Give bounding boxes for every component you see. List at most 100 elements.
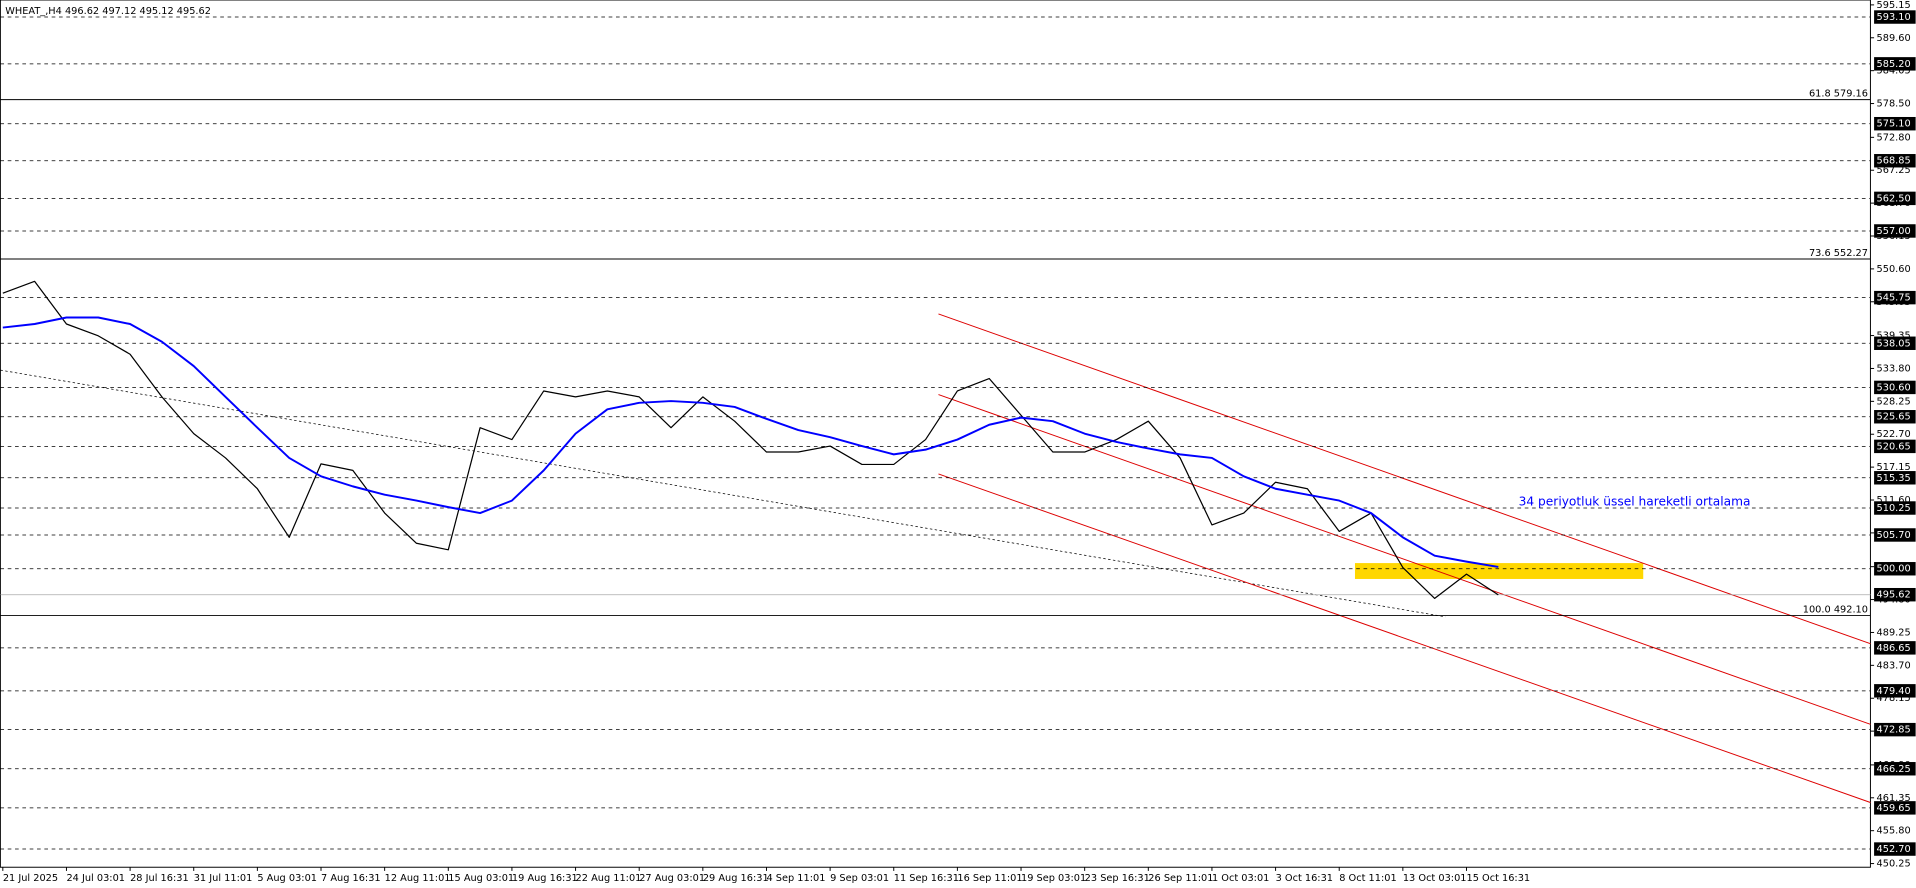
x-tick-label: 1 Oct 03:01	[1212, 873, 1269, 884]
level-label: 525.65	[1877, 412, 1911, 423]
level-label: 530.60	[1877, 382, 1911, 393]
level-label-box	[1874, 10, 1916, 24]
level-label: 459.65	[1877, 803, 1911, 814]
level-label-box	[1874, 336, 1916, 350]
current-price-label: 495.62	[1877, 590, 1911, 601]
level-label: 562.50	[1877, 193, 1911, 204]
x-tick-label: 4 Sep 11:01	[766, 873, 825, 884]
level-label: 520.65	[1877, 441, 1911, 452]
level-label: 593.10	[1877, 12, 1911, 23]
level-label-box	[1874, 471, 1916, 485]
level-label: 545.75	[1877, 293, 1911, 304]
level-label: 466.25	[1877, 764, 1911, 775]
y-tick-label: 522.70	[1877, 429, 1911, 440]
price-line	[2, 280, 1499, 599]
level-label-box	[1874, 501, 1916, 515]
x-tick-label: 15 Aug 03:01	[448, 873, 514, 884]
level-label: 515.35	[1877, 473, 1911, 484]
level-label: 452.70	[1877, 844, 1911, 855]
channel-upper	[938, 313, 1871, 645]
level-label: 575.10	[1877, 119, 1911, 130]
x-tick-label: 19 Sep 03:01	[1021, 873, 1086, 884]
y-tick-label: 578.50	[1877, 99, 1911, 110]
x-tick-label: 19 Aug 16:31	[512, 873, 578, 884]
level-label: 500.00	[1877, 564, 1911, 575]
y-tick-label: 478.15	[1877, 693, 1911, 704]
level-label-box	[1874, 116, 1916, 131]
x-tick-label: 24 Jul 03:01	[66, 873, 125, 884]
current-price-box	[1874, 587, 1916, 602]
level-label-box	[1874, 439, 1916, 454]
level-label-box	[1874, 562, 1916, 576]
level-label: 486.65	[1877, 643, 1911, 654]
y-tick-label: 511.60	[1877, 495, 1911, 506]
y-tick-label: 550.60	[1877, 264, 1911, 275]
y-tick-label: 517.15	[1877, 462, 1911, 473]
x-tick-label: 26 Sep 11:01	[1148, 873, 1213, 884]
level-label-box	[1874, 380, 1916, 395]
level-label-box	[1874, 762, 1916, 776]
y-tick-label: 455.80	[1877, 826, 1911, 837]
ema-line	[2, 316, 1499, 568]
highlight-zone	[1354, 563, 1644, 579]
y-tick-label: 567.25	[1877, 165, 1911, 176]
level-label-box	[1874, 191, 1916, 206]
x-tick-label: 9 Sep 03:01	[830, 873, 889, 884]
y-tick-label: 528.25	[1877, 396, 1911, 407]
level-label-box	[1874, 684, 1916, 698]
level-label: 510.25	[1877, 503, 1911, 514]
level-label-box	[1874, 410, 1916, 424]
y-tick-label: 572.80	[1877, 132, 1911, 143]
x-tick-label: 29 Aug 16:31	[703, 873, 769, 884]
x-tick-label: 21 Jul 2025	[3, 873, 58, 884]
y-tick-label: 584.05	[1877, 66, 1911, 77]
x-tick-label: 12 Aug 11:01	[385, 873, 451, 884]
level-label-box	[1874, 722, 1916, 737]
x-tick-label: 23 Sep 16:31	[1085, 873, 1150, 884]
level-label: 538.05	[1877, 338, 1911, 349]
level-label-box	[1874, 154, 1916, 168]
x-tick-label: 27 Aug 03:01	[639, 873, 705, 884]
x-tick-label: 5 Aug 03:01	[257, 873, 317, 884]
fibo-label: 73.6 552.27	[1809, 248, 1868, 259]
x-tick-label: 16 Sep 11:01	[957, 873, 1022, 884]
x-tick-label: 8 Oct 11:01	[1339, 873, 1396, 884]
y-tick-label: 461.35	[1877, 793, 1911, 804]
channel-lower	[938, 473, 1871, 803]
y-tick-label: 450.25	[1877, 859, 1911, 870]
x-tick-label: 15 Oct 16:31	[1466, 873, 1530, 884]
x-tick-label: 31 Jul 11:01	[194, 873, 253, 884]
y-tick-label: 489.25	[1877, 627, 1911, 638]
level-label-box	[1874, 290, 1916, 305]
level-label: 557.00	[1877, 226, 1911, 237]
level-label-box	[1874, 801, 1916, 815]
level-label-box	[1874, 842, 1916, 856]
channel-middle	[938, 394, 1871, 725]
x-tick-label: 28 Jul 16:31	[130, 873, 189, 884]
chart-title: WHEAT_,H4 496.62 497.12 495.12 495.62	[5, 6, 211, 17]
level-label: 472.85	[1877, 725, 1911, 736]
level-label-box	[1874, 57, 1916, 71]
x-tick-label: 7 Aug 16:31	[321, 873, 381, 884]
ema-annotation: 34 periyotluk üssel hareketli ortalama	[1519, 495, 1751, 509]
x-tick-label: 11 Sep 16:31	[894, 873, 959, 884]
level-label: 479.40	[1877, 686, 1911, 697]
y-tick-label: 533.80	[1877, 363, 1911, 374]
plot-frame	[0, 0, 1871, 868]
fibo-label: 100.0 492.10	[1803, 604, 1868, 615]
y-tick-label: 539.35	[1877, 331, 1911, 342]
level-label-box	[1874, 528, 1916, 542]
x-tick-label: 13 Oct 03:01	[1403, 873, 1467, 884]
y-tick-label: 589.60	[1877, 33, 1911, 44]
x-tick-label: 22 Aug 11:01	[576, 873, 642, 884]
x-tick-label: 3 Oct 16:31	[1276, 873, 1333, 884]
level-label: 568.85	[1877, 156, 1911, 167]
y-tick-label: 483.70	[1877, 660, 1911, 671]
level-label-box	[1874, 641, 1916, 655]
y-tick-label: 595.15	[1877, 0, 1911, 11]
fibo-label: 61.8 579.16	[1809, 89, 1868, 100]
level-label: 585.20	[1877, 59, 1911, 70]
level-label-box	[1874, 224, 1916, 238]
